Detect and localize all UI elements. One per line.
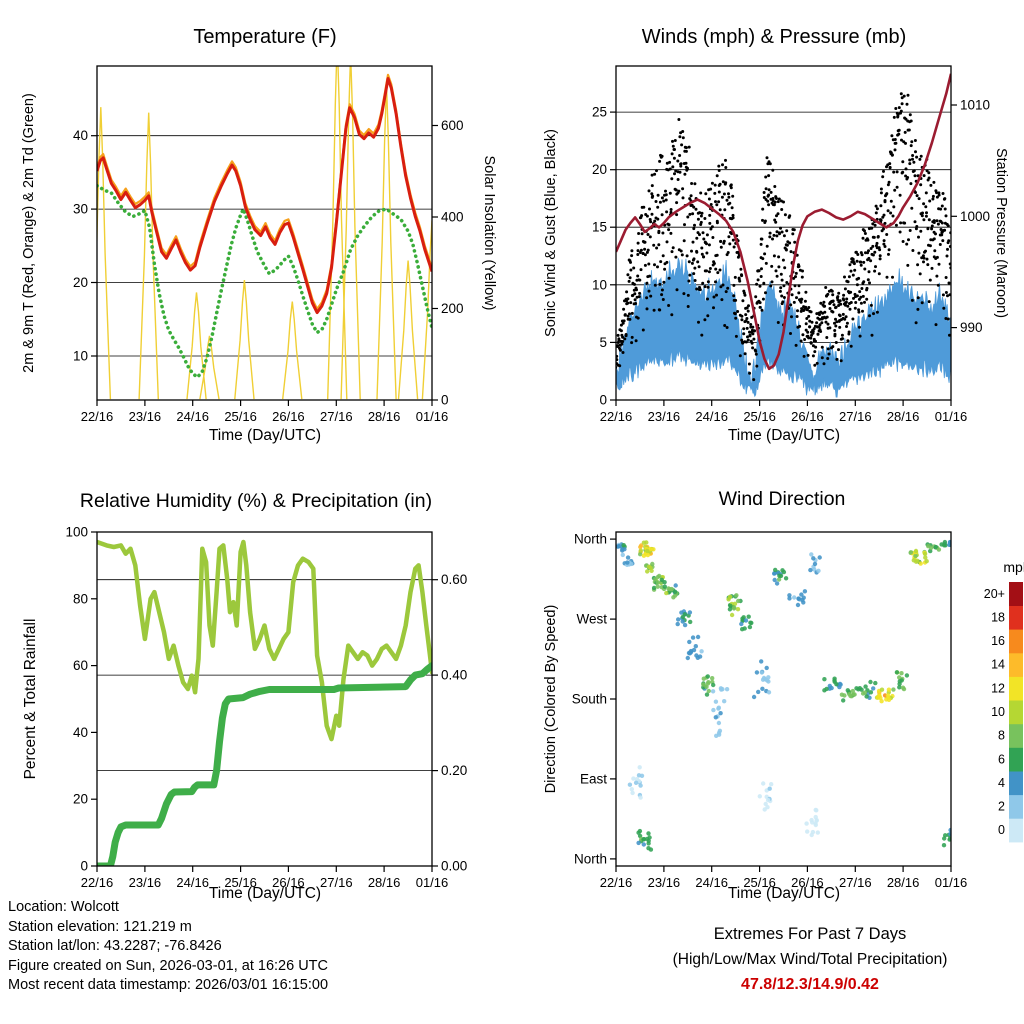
svg-text:16: 16 [991, 634, 1005, 648]
svg-text:28/16: 28/16 [368, 875, 401, 890]
svg-text:22/16: 22/16 [81, 409, 114, 424]
chart-title-temperature: Temperature (F) [193, 26, 337, 48]
svg-text:North: North [574, 532, 607, 547]
svg-text:24/16: 24/16 [695, 409, 728, 424]
svg-text:15: 15 [592, 220, 607, 235]
svg-text:22/16: 22/16 [600, 875, 633, 890]
svg-text:60: 60 [73, 658, 88, 673]
svg-text:25/16: 25/16 [224, 409, 257, 424]
svg-text:25/16: 25/16 [743, 409, 776, 424]
svg-text:0.20: 0.20 [441, 763, 467, 778]
svg-text:01/16: 01/16 [935, 875, 968, 890]
svg-text:East: East [580, 771, 607, 786]
svg-text:20: 20 [592, 162, 607, 177]
svg-text:18: 18 [991, 611, 1005, 625]
svg-text:4: 4 [998, 776, 1005, 790]
svg-text:27/16: 27/16 [320, 409, 353, 424]
svg-text:990: 990 [960, 320, 983, 335]
svg-text:24/16: 24/16 [176, 409, 209, 424]
svg-text:23/16: 23/16 [129, 875, 162, 890]
svg-text:23/16: 23/16 [648, 409, 681, 424]
svg-text:2: 2 [998, 800, 1005, 814]
svg-text:10: 10 [991, 705, 1005, 719]
svg-text:6: 6 [998, 752, 1005, 766]
svg-text:200: 200 [441, 301, 464, 316]
svg-text:25/16: 25/16 [224, 875, 257, 890]
svg-text:mph: mph [1003, 559, 1024, 575]
svg-text:0.60: 0.60 [441, 572, 467, 587]
svg-text:26/16: 26/16 [272, 875, 305, 890]
svg-text:01/16: 01/16 [935, 409, 968, 424]
rh-x-axis-label: Time (Day/UTC) [208, 885, 322, 902]
svg-text:10: 10 [73, 349, 88, 364]
svg-text:5: 5 [599, 335, 607, 350]
svg-text:1000: 1000 [960, 209, 990, 224]
temperature-chart: 22/16 23/16 24/16 25/16 26/16 27/16 28/16 01/16… [73, 65, 464, 424]
humidity-precip-chart: 22/16 23/16 24/16 25/16 26/16 27/16 28/16 01/16… [65, 525, 467, 891]
svg-text:14: 14 [991, 658, 1005, 672]
svg-text:0.00: 0.00 [441, 859, 467, 874]
svg-text:24/16: 24/16 [695, 875, 728, 890]
svg-text:0: 0 [998, 823, 1005, 837]
svg-text:20: 20 [73, 792, 88, 807]
data-timestamp: Most recent data timestamp: 2026/03/01 1… [8, 977, 329, 993]
extremes-subtitle: (High/Low/Max Wind/Total Precipitation) [672, 951, 948, 968]
station-latlon: Station lat/lon: 43.2287; -76.8426 [8, 938, 222, 954]
svg-text:1010: 1010 [960, 98, 990, 113]
svg-text:01/16: 01/16 [416, 875, 449, 890]
svg-text:0: 0 [441, 393, 449, 408]
chart-title-humidity-precip: Relative Humidity (%) & Precipitation (i… [79, 490, 433, 512]
svg-text:22/16: 22/16 [600, 409, 633, 424]
svg-text:12: 12 [991, 681, 1005, 695]
wind-x-axis-label: Time (Day/UTC) [727, 427, 841, 444]
svg-text:South: South [572, 692, 607, 707]
svg-text:27/16: 27/16 [839, 875, 872, 890]
svg-text:80: 80 [73, 591, 88, 606]
svg-text:22/16: 22/16 [81, 875, 114, 890]
svg-text:0: 0 [80, 859, 88, 874]
extremes-summary: Extremes For Past 7 Days (High/Low/Max W… [600, 922, 1020, 997]
chart-title-wind-direction: Wind Direction [718, 488, 846, 510]
svg-text:0.40: 0.40 [441, 668, 467, 683]
winds-pressure-chart: 22/16 23/16 24/16 25/16 26/16 27/16 28/16 01/16… [592, 65, 990, 424]
wind-direction-chart: 22/16 23/16 24/16 25/16 26/16 27/16 28/16 01/16… [572, 531, 1024, 890]
svg-text:01/16: 01/16 [416, 409, 449, 424]
svg-text:20+: 20+ [984, 587, 1005, 601]
svg-text:0: 0 [599, 393, 607, 408]
svg-text:28/16: 28/16 [368, 409, 401, 424]
station-info: Location: Wolcott Station elevation: 121… [8, 898, 328, 996]
svg-text:23/16: 23/16 [129, 409, 162, 424]
svg-text:28/16: 28/16 [887, 409, 920, 424]
svg-text:23/16: 23/16 [648, 875, 681, 890]
svg-text:North: North [574, 851, 607, 866]
svg-text:40: 40 [73, 128, 88, 143]
direction-x-axis-label: Time (Day/UTC) [727, 885, 841, 902]
svg-text:27/16: 27/16 [839, 409, 872, 424]
svg-text:27/16: 27/16 [320, 875, 353, 890]
svg-text:600: 600 [441, 118, 464, 133]
svg-text:25: 25 [592, 105, 607, 120]
extremes-title: Extremes For Past 7 Days [713, 925, 907, 943]
svg-text:25/16: 25/16 [743, 875, 776, 890]
svg-text:10: 10 [592, 277, 607, 292]
svg-text:26/16: 26/16 [791, 875, 824, 890]
svg-text:24/16: 24/16 [176, 875, 209, 890]
station-location: Location: Wolcott [8, 899, 119, 915]
temp-x-axis-label: Time (Day/UTC) [208, 427, 322, 444]
svg-text:400: 400 [441, 210, 464, 225]
svg-text:8: 8 [998, 729, 1005, 743]
svg-text:20: 20 [73, 275, 88, 290]
svg-text:100: 100 [65, 525, 88, 540]
figure-created: Figure created on Sun, 2026-03-01, at 16… [8, 957, 328, 974]
extremes-values: 47.8/12.3/14.9/0.42 [741, 976, 879, 993]
svg-text:26/16: 26/16 [272, 409, 305, 424]
svg-text:26/16: 26/16 [791, 409, 824, 424]
chart-title-winds-pressure: Winds (mph) & Pressure (mb) [641, 26, 907, 48]
svg-text:West: West [576, 612, 607, 627]
svg-text:40: 40 [73, 725, 88, 740]
svg-text:30: 30 [73, 202, 88, 217]
svg-text:28/16: 28/16 [887, 875, 920, 890]
station-elevation: Station elevation: 121.219 m [8, 918, 192, 935]
